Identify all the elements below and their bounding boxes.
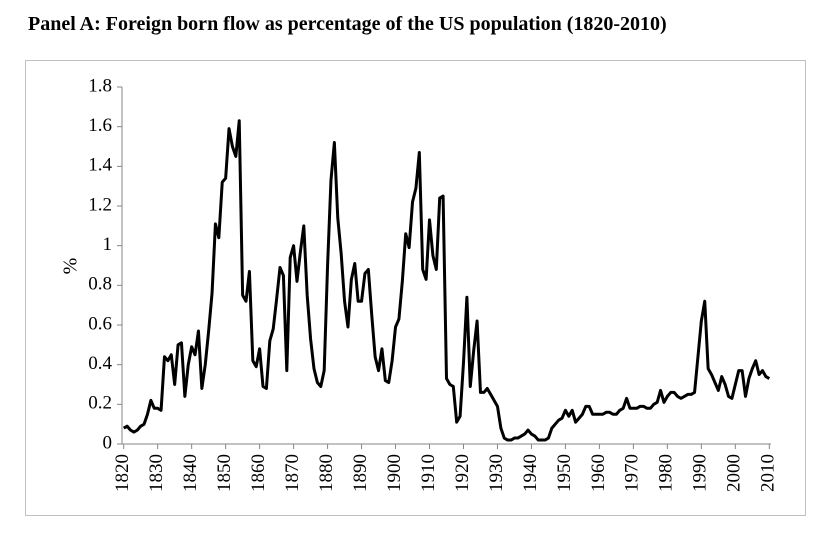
x-tick-label: 1990	[690, 454, 711, 492]
x-tick-label: 2000	[724, 454, 745, 492]
x-tick-label: 1890	[350, 454, 371, 492]
x-tick-label: 1970	[622, 454, 643, 492]
x-tick-label: 1960	[588, 454, 609, 492]
y-tick-label: 0	[103, 432, 113, 453]
y-tick-label: 1.4	[88, 155, 112, 176]
x-tick-label: 1820	[112, 454, 133, 492]
x-tick-label: 2010	[758, 454, 779, 492]
x-tick-label: 1930	[486, 454, 507, 492]
y-tick-label: 0.2	[88, 393, 112, 414]
x-tick-label: 1870	[282, 454, 303, 492]
y-tick-label: 1.8	[88, 75, 112, 96]
x-tick-label: 1980	[656, 454, 677, 492]
y-axis-label: %	[60, 258, 82, 275]
y-tick-label: 1	[103, 234, 113, 255]
x-tick-label: 1830	[146, 454, 167, 492]
x-tick-label: 1940	[520, 454, 541, 492]
chart-title: Panel A: Foreign born flow as percentage…	[28, 13, 667, 35]
x-tick-label: 1840	[180, 454, 201, 492]
x-tick-label: 1880	[316, 454, 337, 492]
x-tick-label: 1910	[418, 454, 439, 492]
x-tick-label: 1850	[214, 454, 235, 492]
x-tick-label: 1860	[248, 454, 269, 492]
y-tick-label: 0.8	[88, 274, 112, 295]
x-tick-label: 1900	[384, 454, 405, 492]
x-tick-label: 1920	[452, 454, 473, 492]
y-tick-label: 0.6	[88, 313, 112, 334]
y-tick-label: 0.4	[88, 353, 112, 374]
y-tick-label: 1.6	[88, 115, 112, 136]
x-tick-label: 1950	[554, 454, 575, 492]
data-line	[122, 119, 771, 442]
y-tick-label: 1.2	[88, 194, 112, 215]
chart-frame	[25, 60, 806, 516]
